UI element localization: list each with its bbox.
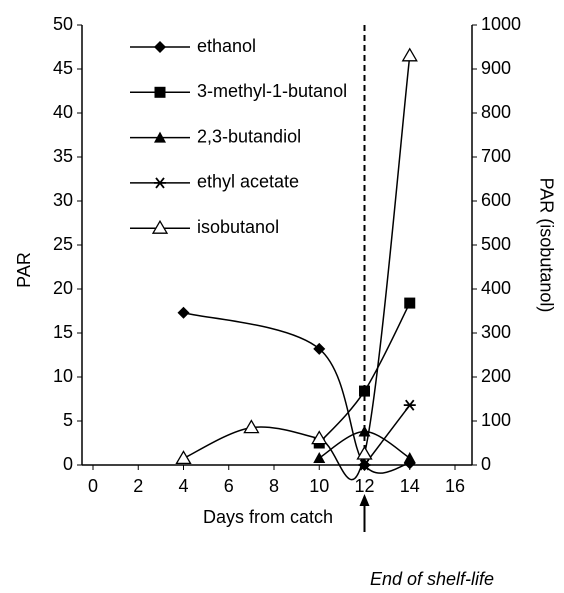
data-point (313, 451, 326, 463)
legend-label: 2,3-butandiol (197, 126, 301, 146)
y2-tick-label: 400 (481, 278, 511, 298)
data-point (356, 445, 373, 460)
y-tick-label: 25 (53, 234, 73, 254)
legend-marker (154, 177, 166, 189)
y-tick-label: 30 (53, 190, 73, 210)
series-line (183, 55, 411, 481)
x-tick-label: 12 (354, 476, 374, 496)
data-point (403, 451, 416, 463)
y-tick-label: 10 (53, 366, 73, 386)
y2-tick-label: 600 (481, 190, 511, 210)
x-tick-label: 16 (445, 476, 465, 496)
series-line (183, 312, 410, 474)
legend-label: isobutanol (197, 217, 279, 237)
y2-tick-label: 100 (481, 410, 511, 430)
y2-tick-label: 1000 (481, 14, 521, 34)
y-tick-label: 15 (53, 322, 73, 342)
y-axis-label: PAR (14, 252, 34, 288)
legend-marker (154, 131, 166, 143)
y2-axis-label: PAR (isobutanol) (536, 178, 556, 313)
legend-label: ethyl acetate (197, 172, 299, 192)
data-point (243, 419, 260, 434)
data-point (401, 47, 418, 62)
y2-tick-label: 800 (481, 102, 511, 122)
data-point (175, 450, 192, 465)
x-axis-label: Days from catch (203, 507, 333, 527)
data-point (404, 297, 416, 309)
y2-tick-label: 900 (481, 58, 511, 78)
arrow-head (359, 494, 370, 506)
y2-tick-label: 200 (481, 366, 511, 386)
data-point (313, 342, 326, 355)
data-point (403, 399, 416, 411)
legend-label: 3-methyl-1-butanol (197, 81, 347, 101)
y-tick-label: 35 (53, 146, 73, 166)
legend-marker (151, 219, 169, 234)
x-tick-label: 8 (269, 476, 279, 496)
data-point (311, 430, 328, 445)
data-point (358, 425, 371, 437)
y-tick-label: 0 (63, 454, 73, 474)
y-tick-label: 20 (53, 278, 73, 298)
legend-marker (154, 86, 166, 98)
x-tick-label: 10 (309, 476, 329, 496)
y-tick-label: 40 (53, 102, 73, 122)
y2-tick-label: 0 (481, 454, 491, 474)
series-line (363, 404, 411, 466)
y-tick-label: 5 (63, 410, 73, 430)
y2-tick-label: 500 (481, 234, 511, 254)
x-tick-label: 6 (224, 476, 234, 496)
legend-label: ethanol (197, 36, 256, 56)
data-point (359, 385, 370, 397)
x-tick-label: 0 (88, 476, 98, 496)
x-tick-label: 2 (133, 476, 143, 496)
y-tick-label: 45 (53, 58, 73, 78)
x-tick-label: 4 (178, 476, 188, 496)
y-tick-label: 50 (53, 14, 73, 34)
x-tick-label: 14 (400, 476, 420, 496)
y2-tick-label: 700 (481, 146, 511, 166)
legend-marker (154, 41, 166, 53)
data-point (177, 306, 190, 319)
annotation: End of shelf-life (370, 569, 494, 589)
y2-tick-label: 300 (481, 322, 511, 342)
